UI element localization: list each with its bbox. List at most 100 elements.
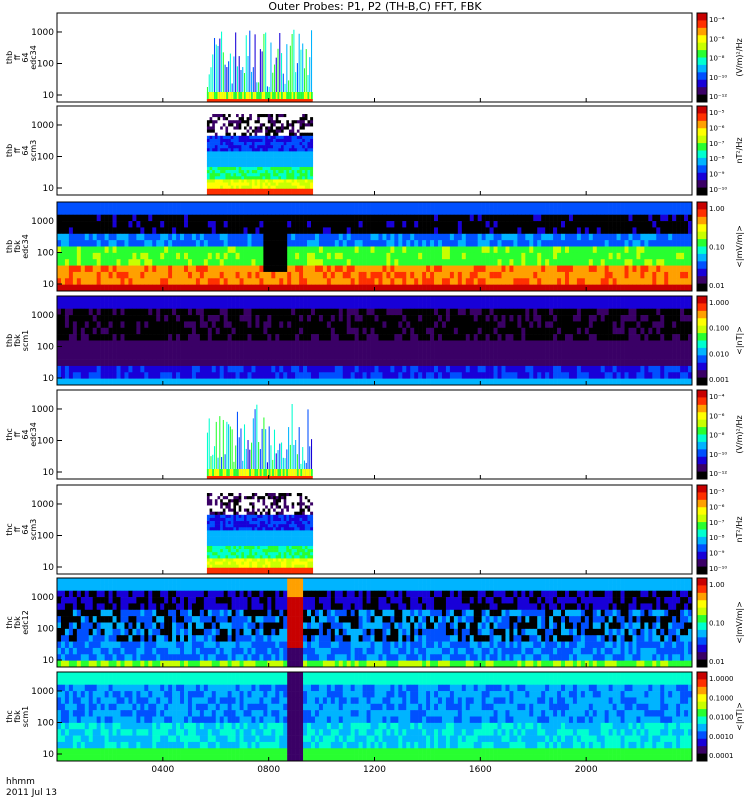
heatmap-cell xyxy=(239,327,244,335)
heatmap-cell xyxy=(493,302,498,310)
heatmap-cell xyxy=(434,334,439,341)
heatmap-cell xyxy=(640,284,645,292)
heatmap-cell xyxy=(199,340,205,348)
heatmap-cell xyxy=(132,233,137,241)
heatmap-cell xyxy=(72,202,78,209)
heatmap-cell xyxy=(441,221,447,228)
heatmap-cell xyxy=(278,132,282,137)
colorbar-tick-label: 10⁻⁴ xyxy=(709,16,725,24)
heatmap-cell xyxy=(219,214,224,222)
heatmap-cell xyxy=(191,227,197,235)
heatmap-cell xyxy=(513,340,518,348)
heatmap-cell xyxy=(438,233,443,241)
heatmap-cell xyxy=(434,284,439,292)
heatmap-cell xyxy=(438,346,443,354)
heatmap-cell xyxy=(302,163,306,168)
heatmap-cell xyxy=(84,308,90,316)
heatmap-cell xyxy=(473,346,478,354)
heatmap-cell xyxy=(273,191,277,196)
heatmap-cell xyxy=(239,208,244,216)
heatmap-cell xyxy=(184,284,189,292)
heatmap-cell xyxy=(247,353,252,360)
heatmap-cell xyxy=(680,259,685,266)
heatmap-cell xyxy=(156,315,161,322)
heatmap-cell xyxy=(441,259,447,266)
heatmap-cell xyxy=(72,252,78,260)
heatmap-cell xyxy=(219,334,224,341)
heatmap-cell xyxy=(116,221,121,228)
heatmap-cell xyxy=(481,227,486,235)
heatmap-cell xyxy=(64,315,70,322)
heatmap-cell xyxy=(688,246,693,254)
heatmap-cell xyxy=(112,202,117,209)
heatmap-cell xyxy=(219,208,224,216)
heatmap-cell xyxy=(644,221,649,228)
heatmap-cell xyxy=(259,163,263,168)
heatmap-cell xyxy=(152,259,157,266)
heatmap-cell xyxy=(160,296,165,303)
heatmap-cell xyxy=(402,214,407,222)
heatmap-cell xyxy=(172,353,177,360)
heatmap-cell xyxy=(233,160,237,165)
heatmap-cell xyxy=(676,208,681,216)
heatmap-cell xyxy=(493,271,498,279)
heatmap-cell xyxy=(233,188,237,193)
heatmap-cell xyxy=(374,340,379,348)
heatmap-cell xyxy=(80,278,86,285)
heatmap-cell xyxy=(378,296,383,303)
heatmap-cell xyxy=(441,202,447,209)
heatmap-cell xyxy=(307,135,311,140)
heatmap-cell xyxy=(676,259,681,266)
heatmap-cell xyxy=(430,321,435,329)
heatmap-cell xyxy=(235,346,240,354)
heatmap-cell xyxy=(390,271,395,279)
colorbar-swatch xyxy=(697,135,707,144)
heatmap-cell xyxy=(612,278,617,285)
heatmap-cell xyxy=(152,221,157,228)
heatmap-cell xyxy=(270,120,274,124)
heatmap-cell xyxy=(620,214,625,222)
heatmap-cell xyxy=(588,240,594,247)
heatmap-cell xyxy=(259,129,263,133)
heatmap-cell xyxy=(120,202,125,209)
heatmap-cell xyxy=(287,246,292,254)
heatmap-cell xyxy=(222,117,226,121)
heatmap-cell xyxy=(270,166,274,171)
heatmap-cell xyxy=(370,271,375,279)
heatmap-cell xyxy=(549,327,554,335)
heatmap-cell xyxy=(257,117,261,121)
heatmap-cell xyxy=(477,221,482,228)
heatmap-cell xyxy=(410,233,415,241)
heatmap-cell xyxy=(525,240,530,247)
heatmap-cell xyxy=(265,120,269,124)
heatmap-cell xyxy=(251,163,255,168)
heatmap-cell xyxy=(255,340,260,348)
heatmap-cell xyxy=(382,246,387,254)
heatmap-cell xyxy=(124,208,129,216)
heatmap-cell xyxy=(156,246,161,254)
heatmap-cell xyxy=(612,265,617,273)
heatmap-cell xyxy=(283,163,287,168)
heatmap-cell xyxy=(247,334,252,341)
heatmap-cell xyxy=(259,327,264,335)
heatmap-cell xyxy=(664,315,669,322)
heatmap-cell xyxy=(469,340,475,348)
heatmap-cell xyxy=(267,129,271,133)
heatmap-cell xyxy=(445,208,451,216)
heatmap-cell xyxy=(453,227,459,235)
heatmap-cell xyxy=(311,202,316,209)
heatmap-cell xyxy=(636,315,641,322)
heatmap-cell xyxy=(225,135,229,140)
heatmap-cell xyxy=(57,240,62,247)
heatmap-cell xyxy=(366,321,371,329)
heatmap-cell xyxy=(132,334,137,341)
heatmap-cell xyxy=(592,302,598,310)
heatmap-cell xyxy=(330,202,336,209)
heatmap-cell xyxy=(104,315,109,322)
heatmap-cell xyxy=(354,208,359,216)
heatmap-cell xyxy=(92,321,97,329)
heatmap-cell xyxy=(461,252,467,260)
heatmap-cell xyxy=(254,92,257,100)
heatmap-cell xyxy=(449,327,455,335)
